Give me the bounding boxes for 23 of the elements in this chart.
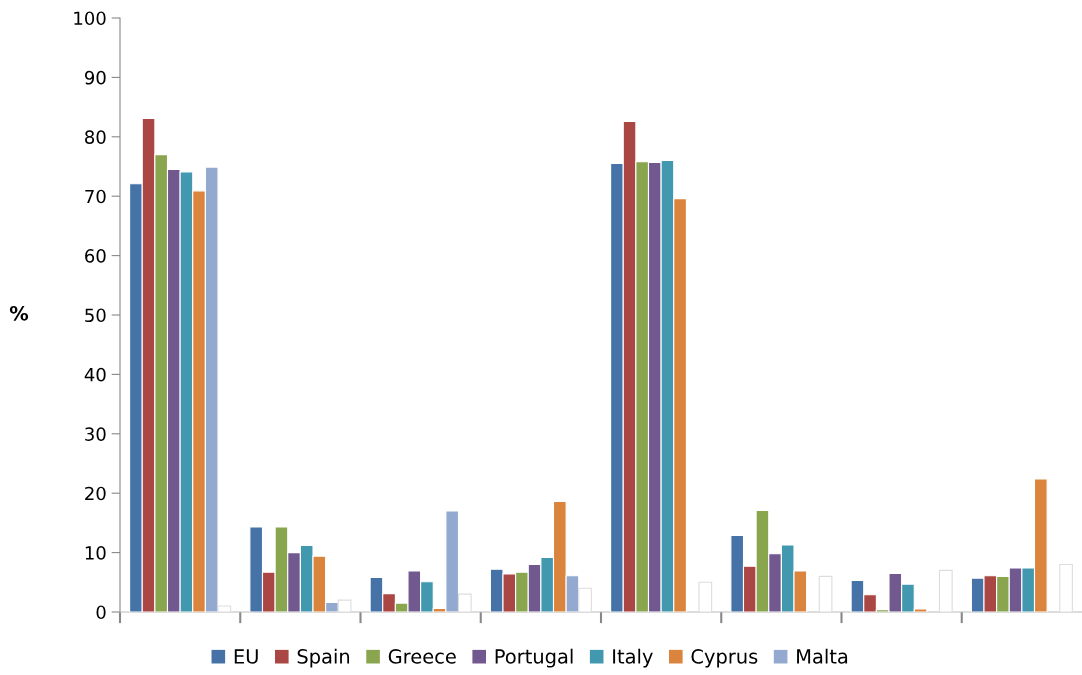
bar [1059, 563, 1073, 612]
y-tick-label: 40 [84, 367, 106, 382]
y-tick-label: 90 [84, 70, 106, 85]
y-axis-title: % [9, 305, 29, 321]
y-tick-label: 30 [85, 427, 106, 441]
legend-label: EU [234, 649, 258, 664]
y-tick-label: 100 [74, 11, 106, 26]
legend-label: Spain [297, 648, 350, 668]
y-tick-label: 80 [85, 130, 106, 144]
y-tick-label: 60 [85, 249, 106, 263]
legend-label: Greece [388, 649, 456, 664]
y-tick-label: 0 [96, 605, 106, 620]
y-tick-label: 20 [85, 486, 106, 501]
y-tick-label: 50 [85, 308, 106, 323]
legend-label: Italy [613, 648, 653, 668]
y-tick-label: 70 [85, 189, 106, 204]
bar [938, 569, 953, 612]
legend-label: Malta [797, 648, 848, 664]
legend-label: Cyprus [691, 649, 758, 668]
bar [818, 575, 833, 612]
bar [698, 581, 713, 612]
y-tick-label: 10 [85, 546, 106, 560]
legend-label: Portugal [495, 648, 573, 668]
